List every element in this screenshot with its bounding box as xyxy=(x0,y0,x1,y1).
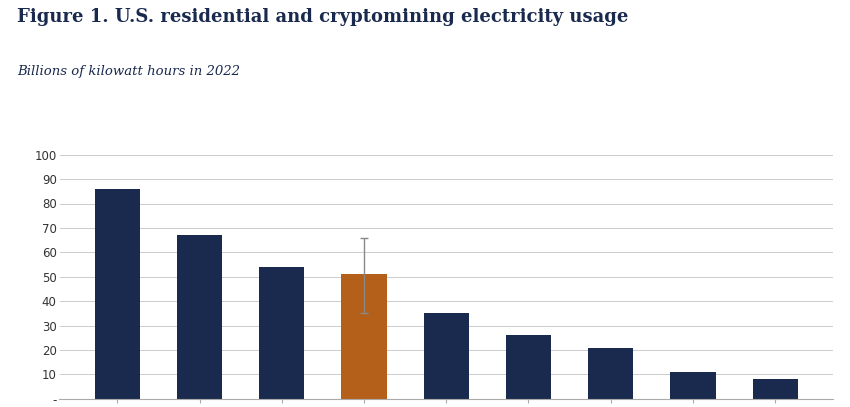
Bar xyxy=(423,313,469,399)
Bar xyxy=(259,267,304,399)
Bar xyxy=(752,379,798,399)
Bar xyxy=(177,235,222,399)
Bar xyxy=(506,335,551,399)
Bar xyxy=(94,189,140,399)
Bar xyxy=(342,274,387,399)
Bar xyxy=(588,348,633,399)
Bar xyxy=(671,372,716,399)
Text: Figure 1. U.S. residential and cryptomining electricity usage: Figure 1. U.S. residential and cryptomin… xyxy=(17,8,628,26)
Text: Billions of kilowatt hours in 2022: Billions of kilowatt hours in 2022 xyxy=(17,65,240,78)
